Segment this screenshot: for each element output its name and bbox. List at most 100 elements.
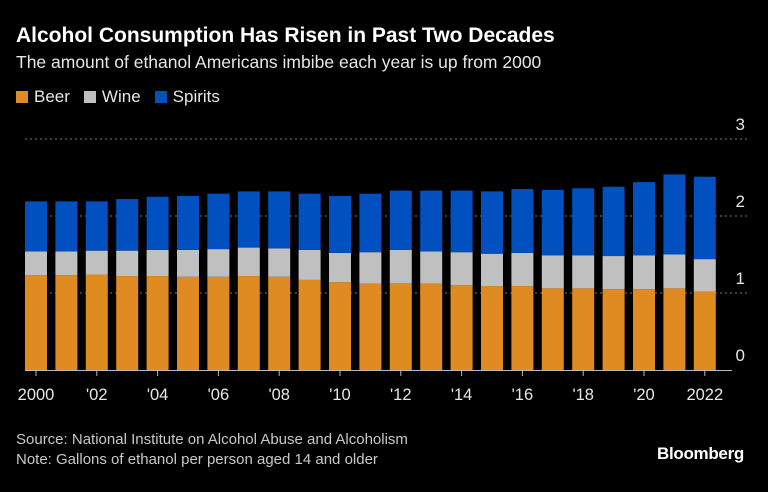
- bar-spirits-2016: [511, 189, 534, 253]
- bar-beer-2008: [268, 276, 291, 370]
- bar-spirits-2000: [25, 201, 47, 252]
- bar-wine-2003: [116, 250, 139, 277]
- legend-item-beer: Beer: [16, 87, 70, 107]
- bar-wine-2014: [450, 252, 473, 286]
- bar-wine-2010: [329, 252, 351, 283]
- bar-wine-2008: [268, 248, 291, 277]
- bar-wine-2002: [85, 250, 108, 275]
- legend-swatch-beer: [16, 91, 28, 103]
- legend: Beer Wine Spirits: [16, 87, 220, 107]
- bar-beer-2005: [177, 276, 199, 370]
- x-tick-label: '14: [451, 386, 473, 404]
- bar-spirits-2021: [663, 174, 686, 255]
- bar-wine-2009: [298, 249, 321, 280]
- bar-wine-2021: [663, 254, 686, 289]
- bloomberg-logo: Bloomberg: [656, 444, 744, 463]
- bar-spirits-2008: [268, 191, 291, 249]
- bar-spirits-2018: [572, 188, 595, 256]
- x-tick-label: 2022: [686, 386, 723, 404]
- bar-wine-2001: [55, 251, 78, 276]
- bar-beer-2003: [116, 276, 139, 370]
- bar-beer-2004: [146, 276, 169, 370]
- bar-beer-2001: [55, 275, 78, 370]
- bar-wine-2007: [237, 247, 260, 277]
- legend-label-wine: Wine: [101, 87, 141, 106]
- x-tick-label: '18: [572, 386, 594, 404]
- bar-beer-2011: [359, 283, 382, 370]
- bar-wine-2012: [389, 249, 412, 283]
- source-note: Source: National Institute on Alcohol Ab…: [16, 431, 408, 448]
- bar-wine-2011: [359, 252, 382, 284]
- y-tick-label: 0: [736, 346, 745, 365]
- bar-spirits-2001: [55, 201, 78, 252]
- bar-beer-2017: [541, 288, 564, 370]
- bar-beer-2012: [389, 282, 412, 370]
- x-tick-label: '04: [147, 386, 169, 404]
- bar-wine-2004: [146, 249, 169, 277]
- bar-wine-2018: [572, 255, 595, 289]
- bar-beer-2015: [481, 286, 503, 370]
- bar-beer-2013: [420, 283, 443, 370]
- legend-label-beer: Beer: [34, 87, 70, 106]
- bar-beer-2014: [450, 285, 473, 370]
- bar-spirits-2003: [116, 199, 139, 251]
- bar-spirits-2012: [389, 190, 412, 250]
- bar-wine-2000: [25, 251, 47, 276]
- bar-wine-2015: [481, 253, 503, 287]
- bar-spirits-2007: [237, 191, 260, 248]
- bar-wine-2019: [602, 256, 625, 290]
- bar-beer-2020: [633, 289, 655, 370]
- x-tick-label: '20: [633, 386, 655, 404]
- bar-wine-2013: [420, 251, 443, 284]
- bar-wine-2016: [511, 252, 534, 287]
- bar-spirits-2017: [541, 189, 564, 256]
- bar-beer-2010: [329, 282, 351, 370]
- bar-wine-2006: [207, 249, 230, 277]
- bar-beer-2000: [25, 275, 47, 370]
- x-tick-label: '16: [512, 386, 534, 404]
- bar-spirits-2005: [177, 195, 199, 250]
- bar-beer-2002: [85, 274, 108, 370]
- x-tick-label: '10: [329, 386, 351, 404]
- x-tick-label: 2000: [18, 386, 55, 404]
- legend-item-spirits: Spirits: [154, 87, 220, 107]
- bar-beer-2016: [511, 286, 534, 370]
- bar-wine-2017: [541, 255, 564, 289]
- chart-subtitle: The amount of ethanol Americans imbibe e…: [16, 52, 542, 72]
- bar-beer-2007: [237, 276, 260, 370]
- bar-wine-2022: [693, 259, 716, 292]
- bar-spirits-2020: [633, 182, 655, 256]
- legend-item-wine: Wine: [83, 87, 141, 107]
- bar-wine-2020: [633, 255, 655, 290]
- legend-swatch-spirits: [154, 91, 167, 103]
- units-note: Note: Gallons of ethanol per person aged…: [16, 451, 378, 468]
- bar-beer-2018: [572, 288, 595, 370]
- bar-spirits-2011: [359, 193, 382, 253]
- legend-swatch-wine: [83, 91, 96, 103]
- bar-spirits-2006: [207, 193, 230, 250]
- bar-wine-2005: [177, 249, 199, 277]
- footer: Source: National Institute on Alcohol Ab…: [16, 430, 408, 470]
- bar-spirits-2013: [420, 190, 443, 252]
- y-tick-label: 1: [736, 269, 745, 288]
- bar-beer-2009: [298, 279, 321, 370]
- bar-beer-2022: [693, 291, 716, 370]
- bar-spirits-2002: [85, 201, 108, 251]
- x-tick-label: '06: [208, 386, 230, 404]
- bar-spirits-2004: [146, 196, 169, 250]
- bar-beer-2021: [663, 288, 686, 370]
- bar-spirits-2010: [329, 195, 351, 253]
- bar-spirits-2015: [481, 191, 503, 254]
- bar-beer-2006: [207, 276, 230, 370]
- x-tick-label: '08: [268, 386, 290, 404]
- legend-label-spirits: Spirits: [172, 87, 220, 106]
- y-tick-label: 2: [736, 192, 745, 211]
- bar-beer-2019: [602, 289, 625, 370]
- chart-title: Alcohol Consumption Has Risen in Past Tw…: [16, 24, 555, 47]
- y-tick-label: 3: [736, 115, 745, 134]
- bar-spirits-2019: [602, 186, 625, 257]
- bar-spirits-2014: [450, 190, 473, 253]
- bar-spirits-2022: [693, 176, 716, 260]
- x-tick-label: '02: [86, 386, 108, 404]
